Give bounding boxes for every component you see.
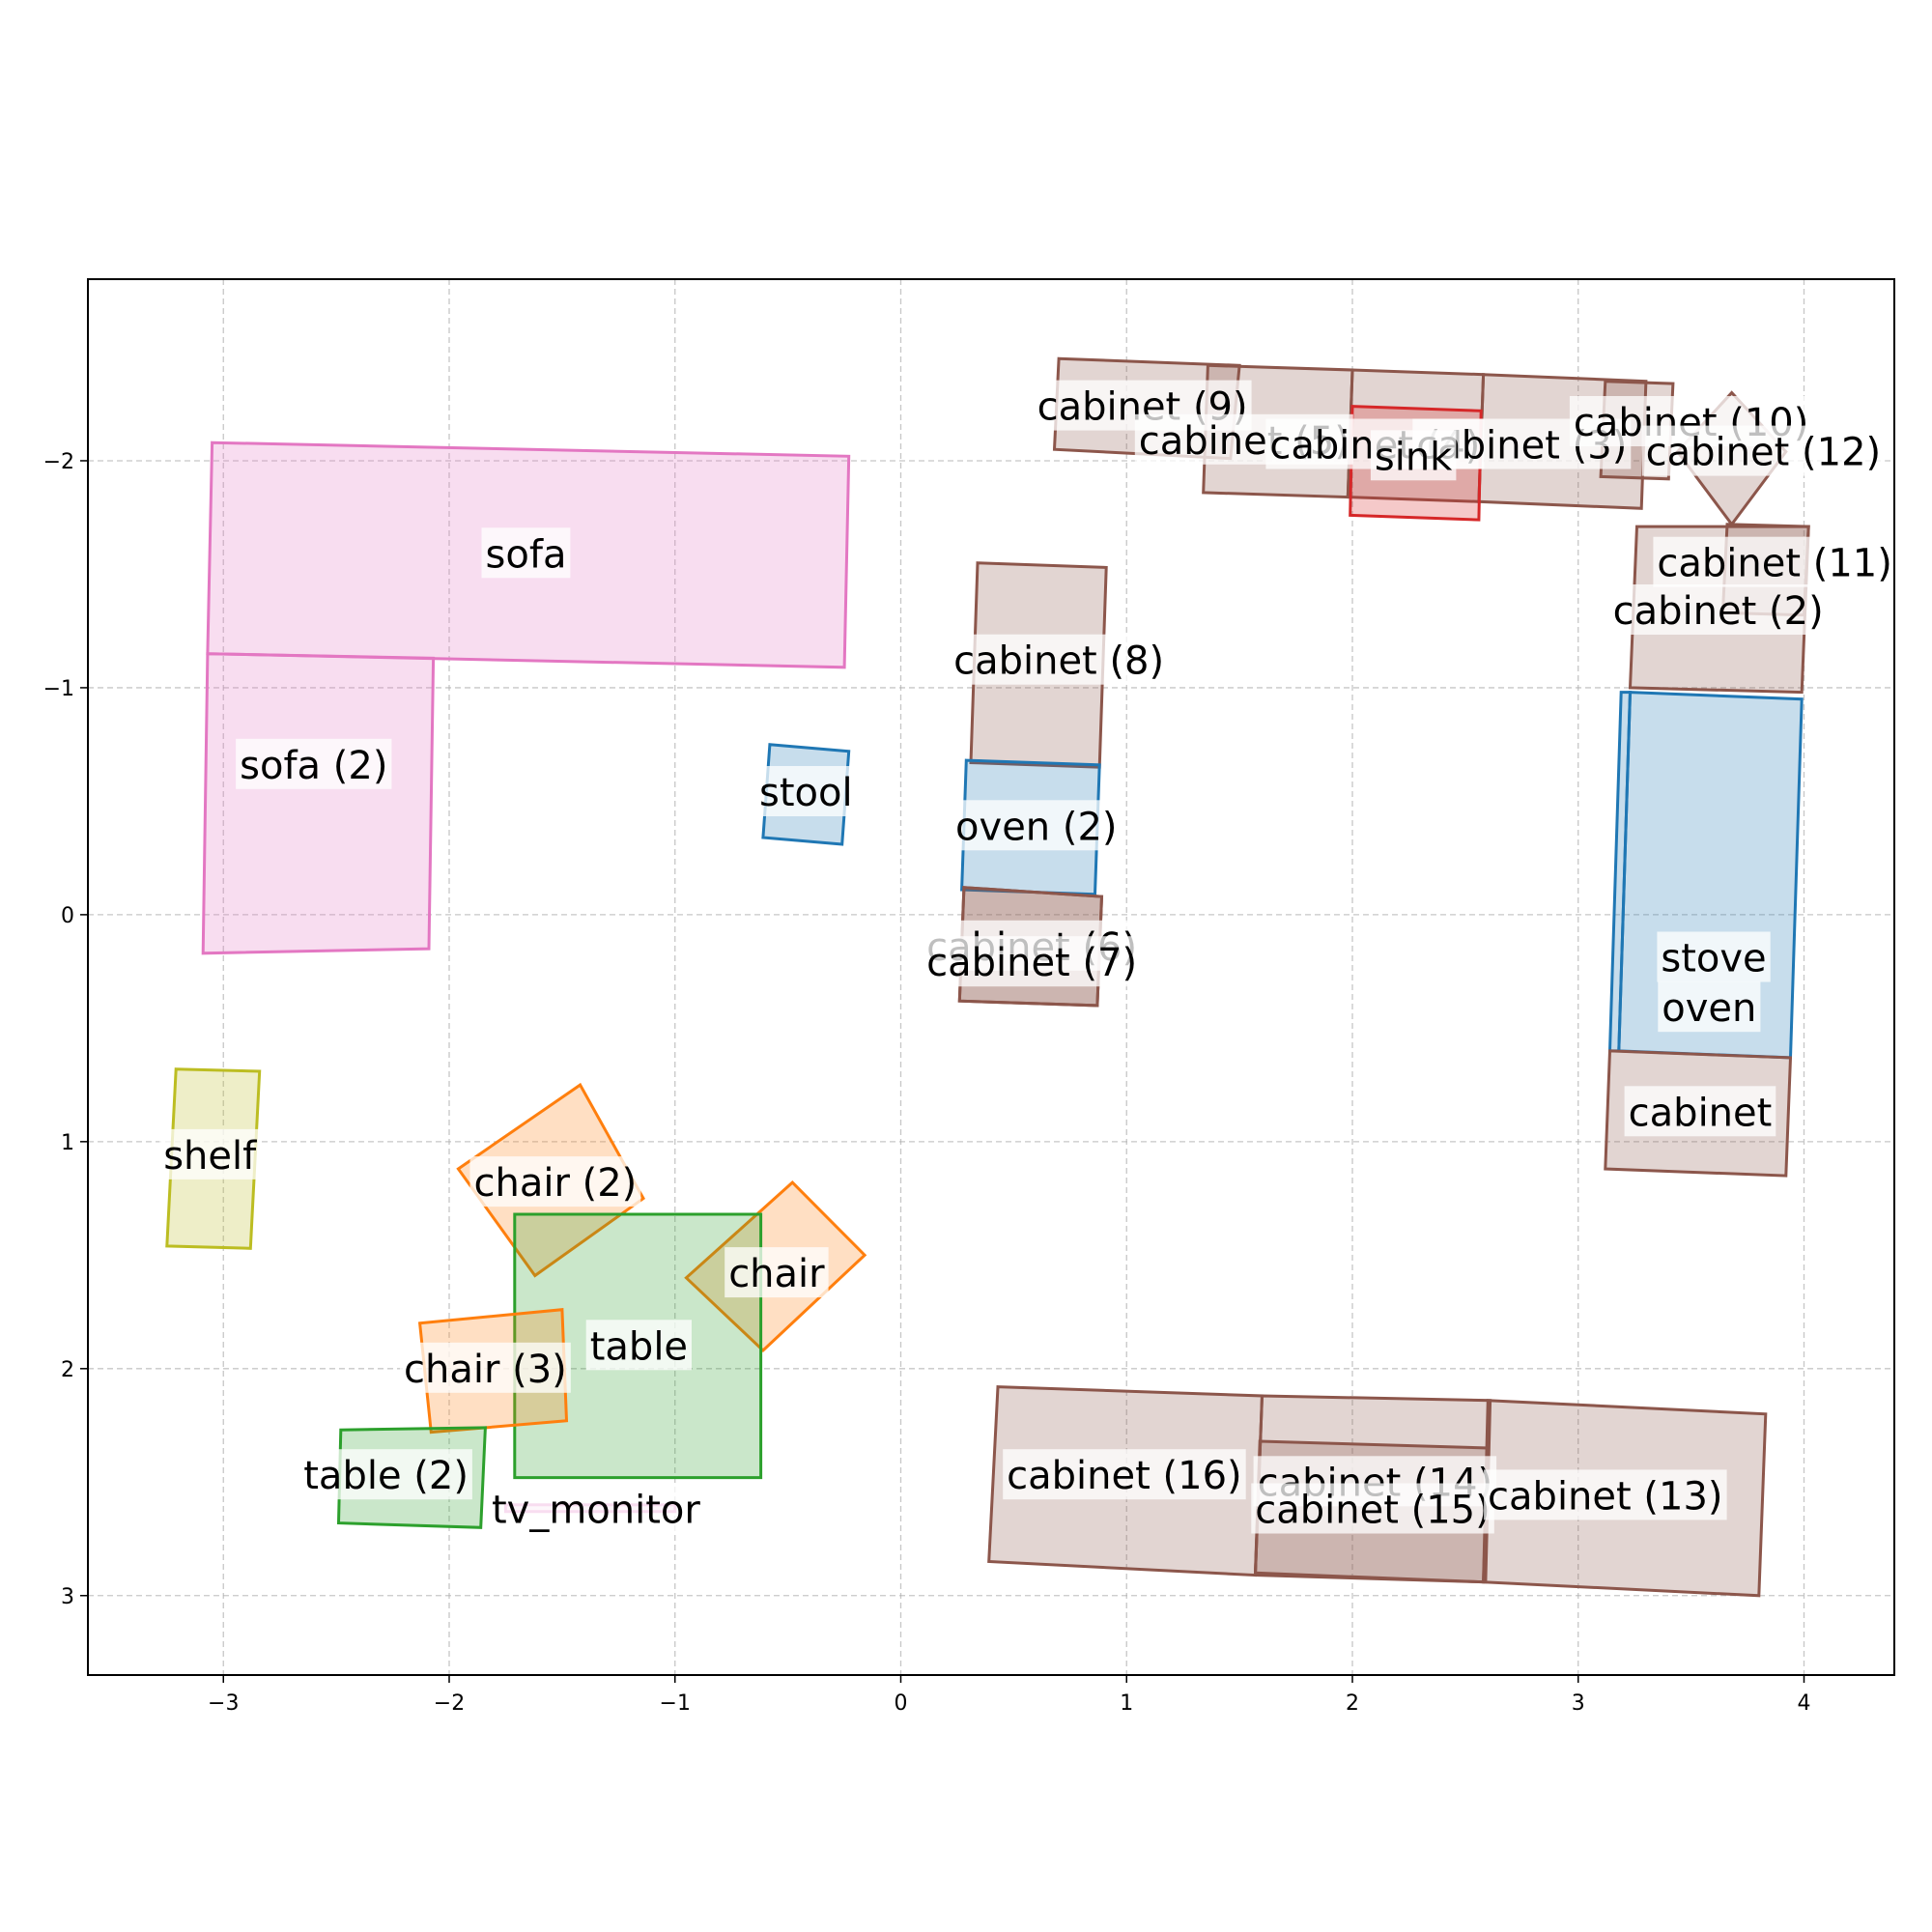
shelf-label-bg xyxy=(159,1128,261,1179)
cabinet-16-label-bg xyxy=(1003,1449,1246,1500)
plot-frame xyxy=(87,278,1895,1676)
sink-label: sink xyxy=(1375,435,1453,479)
x-tick-label: −2 xyxy=(434,1691,465,1716)
stool-label: stool xyxy=(759,771,853,815)
tv-monitor-label-bg xyxy=(488,1483,704,1534)
oven-2-label-bg xyxy=(952,800,1122,851)
stove-label-bg xyxy=(1657,931,1771,982)
cabinet-15-label-bg xyxy=(1251,1483,1494,1534)
cabinet-13-label: cabinet (13) xyxy=(1488,1474,1722,1519)
y-tick-label: 0 xyxy=(61,904,74,928)
cabinet-11-label-bg xyxy=(1653,536,1896,587)
cabinet-11-label: cabinet (11) xyxy=(1657,542,1891,586)
sofa-2-label-bg xyxy=(236,738,392,789)
table-2-label: table (2) xyxy=(303,1454,469,1498)
shelf-label: shelf xyxy=(163,1134,257,1179)
tv-monitor-label: tv_monitor xyxy=(492,1489,700,1533)
table-label-bg xyxy=(585,1320,692,1371)
table-label: table xyxy=(590,1324,688,1369)
sink-label-bg xyxy=(1370,430,1457,481)
chair-label-bg xyxy=(724,1247,829,1298)
table-2-label-bg xyxy=(299,1449,472,1500)
y-tick-label: −2 xyxy=(43,450,74,474)
y-tick-label: 1 xyxy=(61,1131,74,1155)
cabinet-12-label: cabinet (12) xyxy=(1646,431,1881,475)
cabinet-15-label: cabinet (15) xyxy=(1255,1489,1490,1533)
x-tick-label: −3 xyxy=(208,1691,239,1716)
x-tick-label: 1 xyxy=(1120,1691,1133,1716)
cabinet-7-label: cabinet (7) xyxy=(926,941,1137,985)
cabinet-8-label-bg xyxy=(950,634,1169,685)
sofa-2-shape xyxy=(201,652,436,955)
cabinet-13-label-bg xyxy=(1484,1469,1727,1520)
chair-3-label-bg xyxy=(400,1342,571,1393)
oven-label-bg xyxy=(1658,981,1761,1033)
oven-label: oven xyxy=(1662,986,1756,1031)
cabinet-16-label: cabinet (16) xyxy=(1007,1454,1241,1498)
axis-ticks: −3 −2 −1 0 1 2 3 4 −2 −1 0 1 2 3 xyxy=(43,450,1811,1716)
x-tick-label: 4 xyxy=(1798,1691,1811,1716)
cabinet-label-bg xyxy=(1624,1086,1776,1137)
cabinet-2-label-bg xyxy=(1608,584,1828,635)
cabinet-2-label: cabinet (2) xyxy=(1613,589,1824,634)
cabinet-label: cabinet xyxy=(1629,1091,1773,1135)
chair-2-label-bg xyxy=(469,1156,641,1208)
x-tick-label: 2 xyxy=(1346,1691,1359,1716)
y-tick-label: 3 xyxy=(61,1585,74,1609)
cabinet-8-label: cabinet (8) xyxy=(953,639,1164,684)
x-tick-label: −1 xyxy=(660,1691,691,1716)
x-tick-label: 0 xyxy=(895,1691,908,1716)
cabinet-7-label-bg xyxy=(923,936,1142,987)
x-tick-label: 3 xyxy=(1572,1691,1585,1716)
sofa-label: sofa xyxy=(486,532,567,577)
chair-2-label: chair (2) xyxy=(474,1161,638,1206)
sofa-label-bg xyxy=(481,527,571,579)
stool-label-bg xyxy=(755,766,857,816)
y-tick-label: −1 xyxy=(43,677,74,701)
object-labels: sofa sofa (2) stool cabinet (8) oven (2) cabi… xyxy=(159,380,1896,1534)
cabinet-12-label-bg xyxy=(1641,425,1886,476)
chair-3-label: chair (3) xyxy=(404,1348,567,1392)
sofa-2-label: sofa (2) xyxy=(240,744,387,788)
oven-2-label: oven (2) xyxy=(955,805,1117,849)
chair-label: chair xyxy=(728,1252,825,1296)
y-tick-label: 2 xyxy=(61,1358,74,1382)
stove-label: stove xyxy=(1661,937,1766,981)
